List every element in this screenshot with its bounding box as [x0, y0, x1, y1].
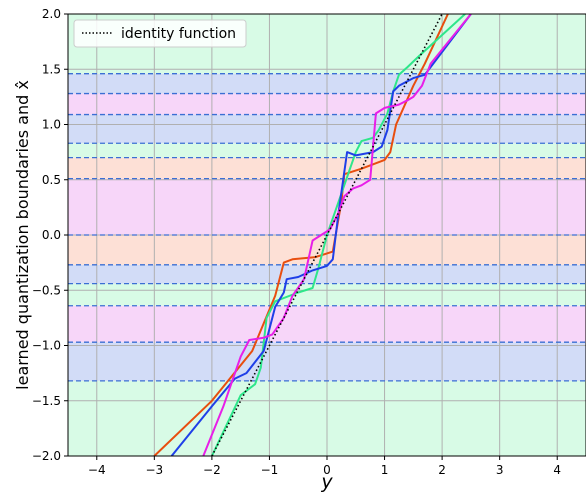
series-line-1 — [210, 14, 466, 456]
legend: identity function — [73, 19, 247, 48]
y-tick-label-0: −2.0 — [32, 449, 61, 463]
identity-line — [211, 14, 443, 456]
x-tick-label-3: −1 — [261, 463, 279, 477]
y-tick-label-4: 0.0 — [42, 228, 61, 242]
y-tick-label-6: 1.0 — [42, 118, 61, 132]
x-tick-label-0: −4 — [88, 463, 106, 477]
legend-box — [73, 19, 247, 48]
y-tick-label-8: 2.0 — [42, 7, 61, 21]
axis-ticks: −4 −3 −2 −1 0 1 2 3 4 −2.0 −1.5 −1.0 −0.5 0.0 0.5 1.0 1.… — [32, 7, 561, 477]
x-tick-label-8: 4 — [553, 463, 561, 477]
y-tick-label-5: 0.5 — [42, 173, 61, 187]
y-axis-label: learned quantization boundaries and x̂ — [13, 80, 32, 390]
x-tick-label-6: 2 — [438, 463, 446, 477]
x-axis-label: y — [320, 471, 333, 492]
x-tick-label-2: −2 — [203, 463, 221, 477]
y-tick-label-3: −0.5 — [32, 283, 61, 297]
x-tick-label-5: 1 — [381, 463, 389, 477]
series-line-3 — [202, 14, 472, 456]
y-tick-label-1: −1.5 — [32, 394, 61, 408]
series-lines — [153, 14, 472, 456]
x-tick-label-4: 0 — [323, 463, 331, 477]
y-tick-label-7: 1.5 — [42, 62, 61, 76]
x-tick-label-7: 3 — [496, 463, 504, 477]
x-tick-label-1: −3 — [145, 463, 163, 477]
legend-identity-label: identity function — [121, 26, 236, 42]
y-tick-label-2: −1.0 — [32, 339, 61, 353]
series-line-2 — [170, 14, 472, 456]
